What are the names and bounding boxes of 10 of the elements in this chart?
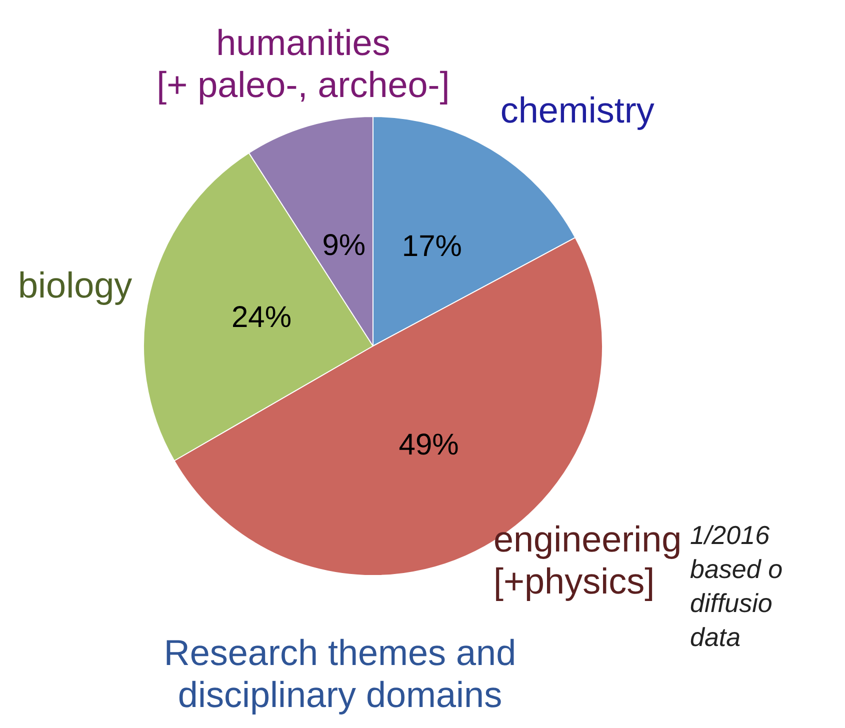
- slice-label: chemistry: [500, 89, 654, 130]
- slice-label: humanities [+ paleo-, archeo-]: [156, 22, 450, 106]
- slice-label: biology: [18, 264, 132, 306]
- data-label: 17%: [402, 230, 462, 263]
- text: 1/2016 based o diffusio data: [690, 519, 783, 654]
- text: Research themes and disciplinary domains: [162, 632, 518, 716]
- slice-label: engineering [+physics]: [494, 518, 682, 602]
- data-label: 24%: [231, 301, 292, 334]
- data-label: 9%: [322, 229, 366, 262]
- data-label: 49%: [398, 428, 459, 462]
